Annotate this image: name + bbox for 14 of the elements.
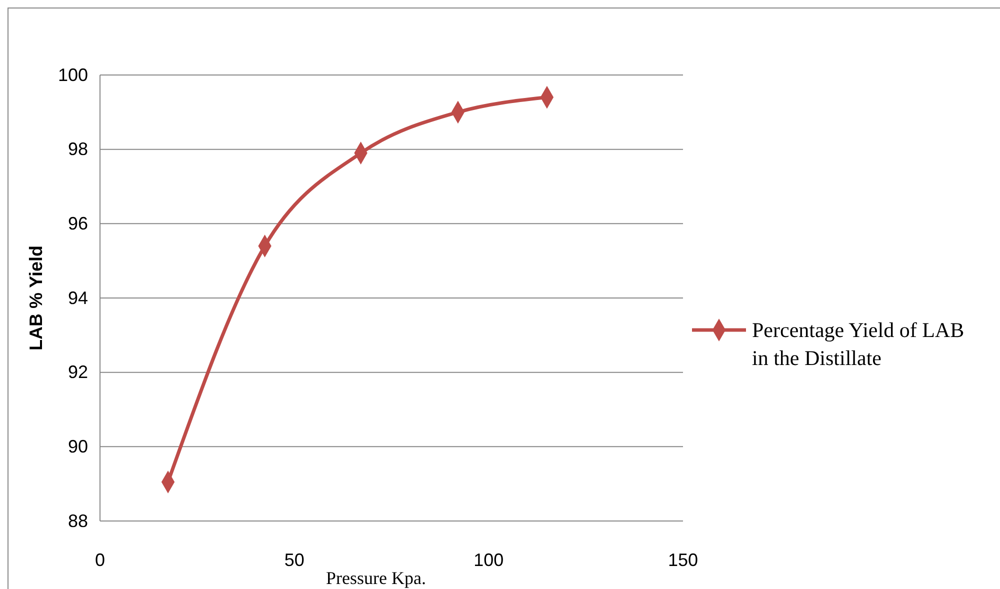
legend-label: Percentage Yield of LAB in the Distillate [752,318,964,370]
y-tick-label: 100 [58,64,88,85]
y-tick-label: 88 [68,510,88,531]
x-tick-label: 50 [284,550,304,570]
y-tick-label: 98 [68,139,88,160]
y-tick-label: 96 [68,213,88,234]
y-tick-label: 92 [68,362,88,382]
y-axis-title: LAB % Yield [26,245,46,351]
x-tick-label: 150 [668,550,698,570]
y-tick-label: 90 [68,436,88,456]
x-axis-title: Pressure Kpa. [326,568,426,588]
y-tick-label: 94 [68,288,88,308]
x-tick-label: 100 [474,550,504,570]
x-tick-label: 0 [94,550,106,570]
